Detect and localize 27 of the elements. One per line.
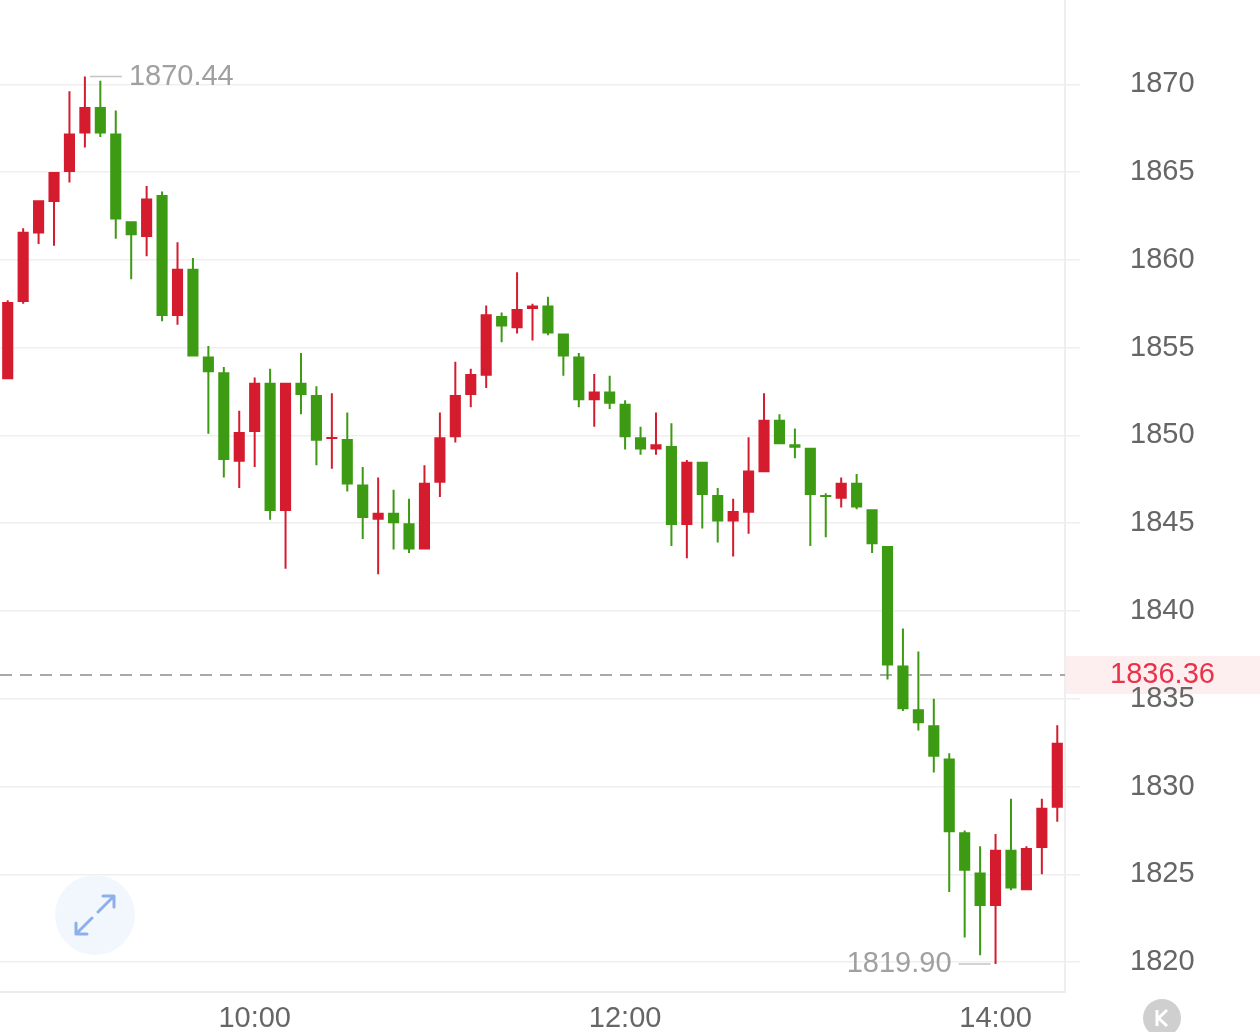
candlestick [789,428,801,459]
y-tick-label: 1840 [1130,593,1195,625]
y-tick-label: 1825 [1130,856,1195,889]
candlestick [403,498,415,554]
y-tick-label: 1860 [1130,241,1195,274]
candlestick [820,493,832,538]
x-tick-label: 10:00 [218,1001,291,1032]
x-tick-label: 14:00 [959,1001,1032,1032]
x-tick-label: 12:00 [588,1001,662,1032]
candlestick [295,352,307,415]
annotation: 1870.44 [128,58,234,91]
annotation: 1819.90 [846,945,952,978]
candlestick [48,172,60,246]
y-tick-label: 1855 [1130,329,1195,362]
candlestick [1005,798,1017,891]
candlestick [372,477,384,575]
y-tick-label: 1830 [1130,768,1195,801]
candlestick [326,393,338,469]
candlestick [650,412,662,455]
candlestick [912,651,924,731]
candlestick [758,393,770,473]
y-tick-label: 1870 [1130,66,1195,99]
candlestick [202,345,214,434]
y-tick-label: 1820 [1130,944,1195,977]
y-tick-label: 1850 [1130,417,1195,450]
y-tick-label: 1845 [1130,505,1195,538]
y-tick-label: 1865 [1130,154,1195,187]
